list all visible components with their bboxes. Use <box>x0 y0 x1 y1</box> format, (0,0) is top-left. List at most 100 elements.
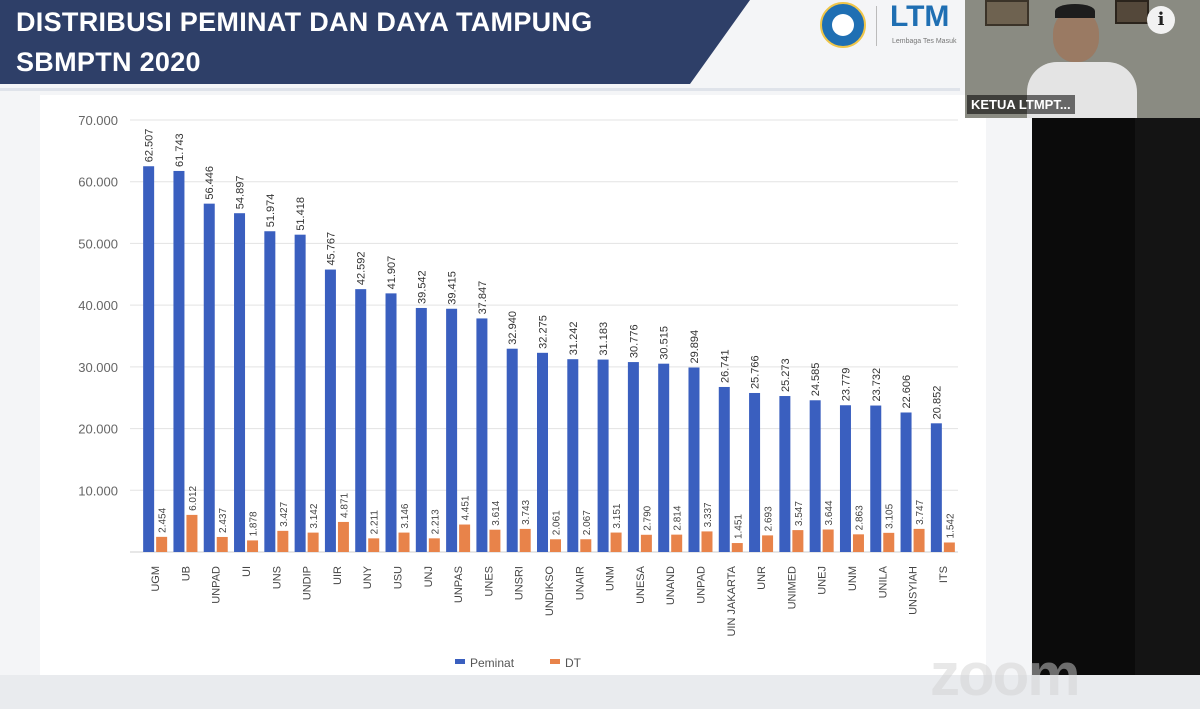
bar-peminat <box>779 396 791 552</box>
bar-peminat <box>294 234 306 552</box>
bar-dt <box>640 534 652 552</box>
x-tick-label: UNM <box>847 566 859 591</box>
wall-frame <box>1115 0 1149 24</box>
data-label-peminat: 31.183 <box>598 322 610 356</box>
data-label-peminat: 41.907 <box>386 256 398 290</box>
data-label-dt: 1.542 <box>945 513 956 538</box>
data-label-dt: 3.547 <box>794 501 805 526</box>
data-label-peminat: 23.732 <box>871 368 883 402</box>
slide-title-line1: DISTRIBUSI PEMINAT DAN DAYA TAMPUNG <box>16 7 593 37</box>
bar-peminat <box>264 231 276 553</box>
participant-name-label: KETUA LTMPT... <box>967 95 1075 114</box>
x-tick-label: UNES <box>483 566 495 597</box>
ltmpt-logo-text: LTM <box>890 0 950 33</box>
title-divider <box>0 88 960 91</box>
y-tick-label: 20.000 <box>78 422 118 437</box>
x-tick-label: UNIMED <box>786 566 798 609</box>
data-label-dt: 3.427 <box>279 501 290 526</box>
x-tick-label: UNAND <box>665 566 677 605</box>
data-label-dt: 2.454 <box>158 507 169 532</box>
bar-dt <box>913 528 925 552</box>
y-tick-label: 60.000 <box>78 175 118 190</box>
data-label-peminat: 29.894 <box>689 330 701 364</box>
data-label-dt: 3.614 <box>491 500 502 525</box>
legend-label-dt: DT <box>565 656 582 670</box>
bar-dt <box>277 530 289 552</box>
data-label-dt: 2.814 <box>673 505 684 530</box>
bar-chart: 70.000 60.000 50.000 40.000 30.000 20.000 10.0… <box>40 95 986 675</box>
bar-dt <box>459 524 471 552</box>
x-tick-label: UNESA <box>635 565 647 604</box>
y-tick-label: 70.000 <box>78 113 118 128</box>
speaker-cap <box>1055 4 1095 18</box>
slide-title-line2: SBMPTN 2020 <box>16 47 201 77</box>
wall-frame <box>985 0 1029 26</box>
x-tick-label: UIN JAKARTA <box>726 565 738 636</box>
bar-dt <box>792 530 804 552</box>
data-label-peminat: 62.507 <box>144 129 156 163</box>
data-label-dt: 4.871 <box>339 492 350 517</box>
bar-dt <box>731 543 743 552</box>
x-tick-label: UNILA <box>877 565 889 598</box>
data-label-peminat: 20.852 <box>931 386 943 420</box>
x-tick-label: UNR <box>756 566 768 590</box>
bar-peminat <box>597 359 609 552</box>
data-label-peminat: 39.542 <box>416 270 428 304</box>
bar-dt <box>671 534 683 552</box>
data-label-dt: 2.067 <box>582 510 593 535</box>
info-icon[interactable]: i <box>1147 6 1175 34</box>
bar-dt <box>337 521 349 552</box>
bar-dt <box>550 539 561 552</box>
bar-peminat <box>718 386 730 552</box>
bar-peminat <box>506 348 518 552</box>
x-tick-label: ITS <box>938 566 950 583</box>
y-tick-label: 30.000 <box>78 360 118 375</box>
data-label-dt: 2.213 <box>430 509 441 534</box>
bar-peminat <box>415 307 427 552</box>
x-tick-label: UNAIR <box>574 566 586 600</box>
bar-dt <box>156 536 168 552</box>
data-label-dt: 2.790 <box>642 505 653 530</box>
bar-peminat <box>870 405 882 552</box>
bar-peminat <box>385 293 397 552</box>
data-label-dt: 3.142 <box>309 503 320 528</box>
bar-dt <box>701 531 713 552</box>
bar-peminat <box>446 308 458 552</box>
data-label-dt: 2.863 <box>854 505 865 530</box>
x-tick-label: UNSYIAH <box>908 566 920 615</box>
bar-dt <box>247 540 259 552</box>
logo-area: LTM Lembaga Tes Masuk <box>810 0 970 84</box>
data-label-peminat: 30.776 <box>628 324 640 358</box>
data-label-dt: 2.211 <box>370 510 381 535</box>
bar-dt <box>307 532 319 552</box>
bar-peminat <box>234 213 246 552</box>
data-label-dt: 2.693 <box>764 506 775 531</box>
data-label-dt: 4.451 <box>461 495 472 520</box>
x-tick-label: UNPAD <box>695 566 707 604</box>
bar-peminat <box>476 318 488 552</box>
x-tick-label: UNPAD <box>211 566 223 604</box>
legend-label-peminat: Peminat <box>470 656 515 670</box>
ltmpt-logo-tagline: Lembaga Tes Masuk <box>892 38 957 45</box>
video-sidebar-panel <box>1135 118 1200 675</box>
x-tick-label: UGM <box>150 566 162 592</box>
bar-dt <box>580 539 592 552</box>
slide-title: DISTRIBUSI PEMINAT DAN DAYA TAMPUNG SBMP… <box>16 2 736 82</box>
data-label-dt: 3.146 <box>400 503 411 528</box>
x-tick-label: UNDIKSO <box>544 566 556 617</box>
data-label-peminat: 31.242 <box>568 322 580 356</box>
bar-peminat <box>173 170 185 552</box>
y-tick-label: 10.000 <box>78 483 118 498</box>
bar-peminat <box>143 166 155 553</box>
data-label-peminat: 24.585 <box>810 363 822 397</box>
bar-dt <box>216 536 228 552</box>
data-label-dt: 3.337 <box>703 502 714 527</box>
data-label-dt: 1.878 <box>249 511 260 536</box>
data-label-dt: 3.644 <box>824 500 835 525</box>
data-label-peminat: 39.415 <box>447 271 459 305</box>
x-tick-label: UIR <box>332 566 344 585</box>
bar-dt <box>368 538 380 552</box>
bar-dt <box>428 538 440 552</box>
data-label-peminat: 61.743 <box>174 133 186 167</box>
data-label-peminat: 51.418 <box>295 197 307 231</box>
